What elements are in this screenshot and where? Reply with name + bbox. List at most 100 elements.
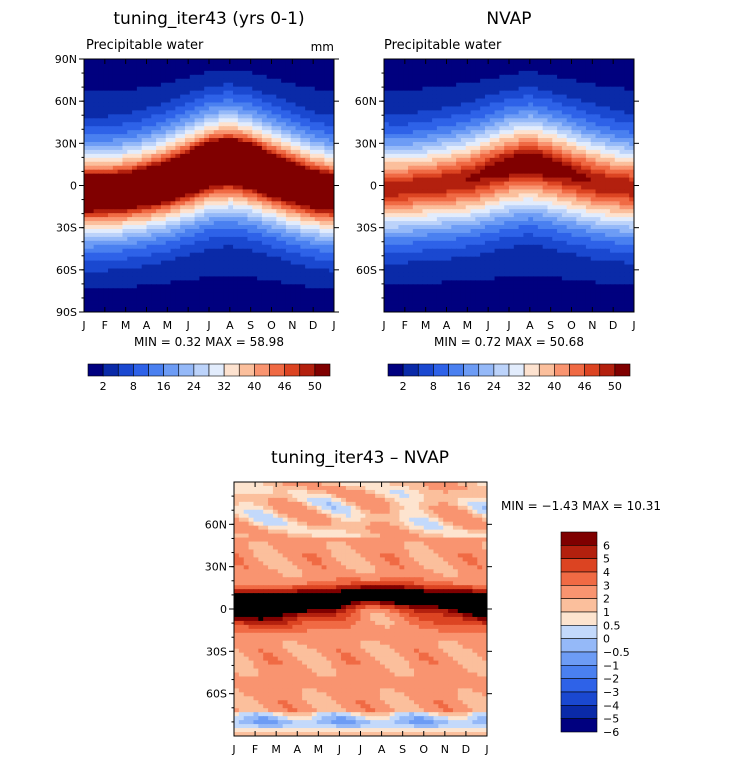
field-cell: [165, 149, 172, 155]
field-cell: [108, 308, 114, 312]
field-cell: [204, 70, 210, 76]
field-cell: [271, 217, 277, 222]
field-cell: [619, 130, 625, 135]
field-cell: [127, 161, 133, 167]
field-cell: [309, 169, 316, 175]
field-cell: [84, 161, 90, 167]
field-cell: [218, 82, 225, 88]
field-cell: [513, 142, 520, 147]
field-cell: [252, 110, 258, 115]
field-cell: [590, 114, 597, 119]
field-cell: [247, 106, 253, 111]
field-cell: [223, 256, 229, 262]
field-cell: [281, 74, 287, 80]
field-cell: [237, 98, 244, 104]
field-cell: [199, 197, 205, 202]
field-cell: [309, 153, 316, 159]
field-cell: [233, 149, 239, 155]
field-cell: [451, 157, 457, 163]
field-cell: [436, 173, 443, 179]
field-cell: [242, 256, 249, 262]
field-cell: [228, 149, 234, 155]
field-cell: [585, 90, 592, 96]
field-cell: [571, 66, 577, 72]
field-cell: [233, 134, 239, 139]
field-cell: [605, 98, 611, 104]
field-cell: [480, 145, 486, 151]
field-cell: [393, 114, 400, 119]
field-cell: [566, 134, 573, 139]
field-cell: [470, 86, 476, 92]
field-cell: [571, 102, 577, 108]
field-cell: [552, 66, 558, 72]
field-cell: [194, 276, 200, 281]
field-cell: [276, 106, 282, 111]
field-cell: [398, 62, 404, 68]
field-cell: [112, 145, 119, 151]
field-cell: [194, 173, 200, 179]
field-cell: [271, 59, 277, 64]
field-cell: [98, 153, 104, 159]
field-cell: [257, 98, 263, 104]
field-cell: [319, 240, 325, 246]
field-cell: [189, 62, 196, 68]
field-cell: [170, 260, 176, 266]
field-cell: [199, 59, 205, 64]
field-cell: [127, 181, 133, 187]
field-cell: [518, 114, 525, 119]
field-cell: [629, 142, 634, 147]
field-cell: [600, 153, 606, 159]
field-cell: [141, 134, 148, 139]
field-cell: [257, 185, 263, 191]
field-cell: [537, 86, 544, 92]
field-cell: [247, 98, 253, 104]
field-cell: [213, 252, 220, 258]
field-cell: [165, 145, 172, 151]
field-cell: [585, 106, 592, 111]
field-cell: [88, 296, 95, 301]
field-cell: [388, 142, 395, 147]
field-cell: [388, 173, 395, 179]
field-cell: [237, 272, 244, 278]
field-cell: [165, 280, 172, 285]
field-cell: [127, 217, 133, 222]
field-cell: [151, 94, 157, 100]
field-cell: [228, 292, 234, 297]
field-cell: [271, 244, 277, 250]
field-cell: [261, 94, 268, 100]
field-cell: [266, 82, 273, 88]
field-cell: [266, 300, 273, 305]
field-cell: [547, 78, 553, 84]
field-cell: [276, 209, 282, 214]
field-cell: [319, 244, 325, 250]
field-cell: [146, 288, 152, 293]
field-cell: [547, 114, 553, 119]
field-cell: [314, 300, 321, 305]
field-cell: [309, 138, 316, 143]
field-cell: [146, 114, 152, 119]
field-cell: [528, 145, 534, 151]
field-cell: [384, 94, 390, 100]
field-cell: [309, 149, 316, 155]
field-cell: [300, 177, 306, 183]
field-cell: [605, 114, 611, 119]
field-cell: [384, 66, 390, 72]
field-cell: [585, 82, 592, 88]
field-cell: [595, 74, 601, 80]
field-cell: [237, 62, 244, 68]
field-cell: [552, 90, 558, 96]
field-cell: [571, 110, 577, 115]
field-cell: [295, 169, 301, 175]
field-cell: [609, 82, 616, 88]
field-cell: [112, 252, 119, 258]
field-cell: [566, 90, 573, 96]
field-cell: [237, 268, 244, 274]
field-cell: [590, 66, 597, 72]
field-cell: [160, 157, 167, 163]
field-cell: [523, 78, 529, 84]
field-cell: [614, 86, 621, 92]
field-cell: [213, 236, 220, 242]
field-cell: [108, 240, 114, 246]
field-cell: [499, 74, 505, 80]
field-cell: [552, 106, 558, 111]
